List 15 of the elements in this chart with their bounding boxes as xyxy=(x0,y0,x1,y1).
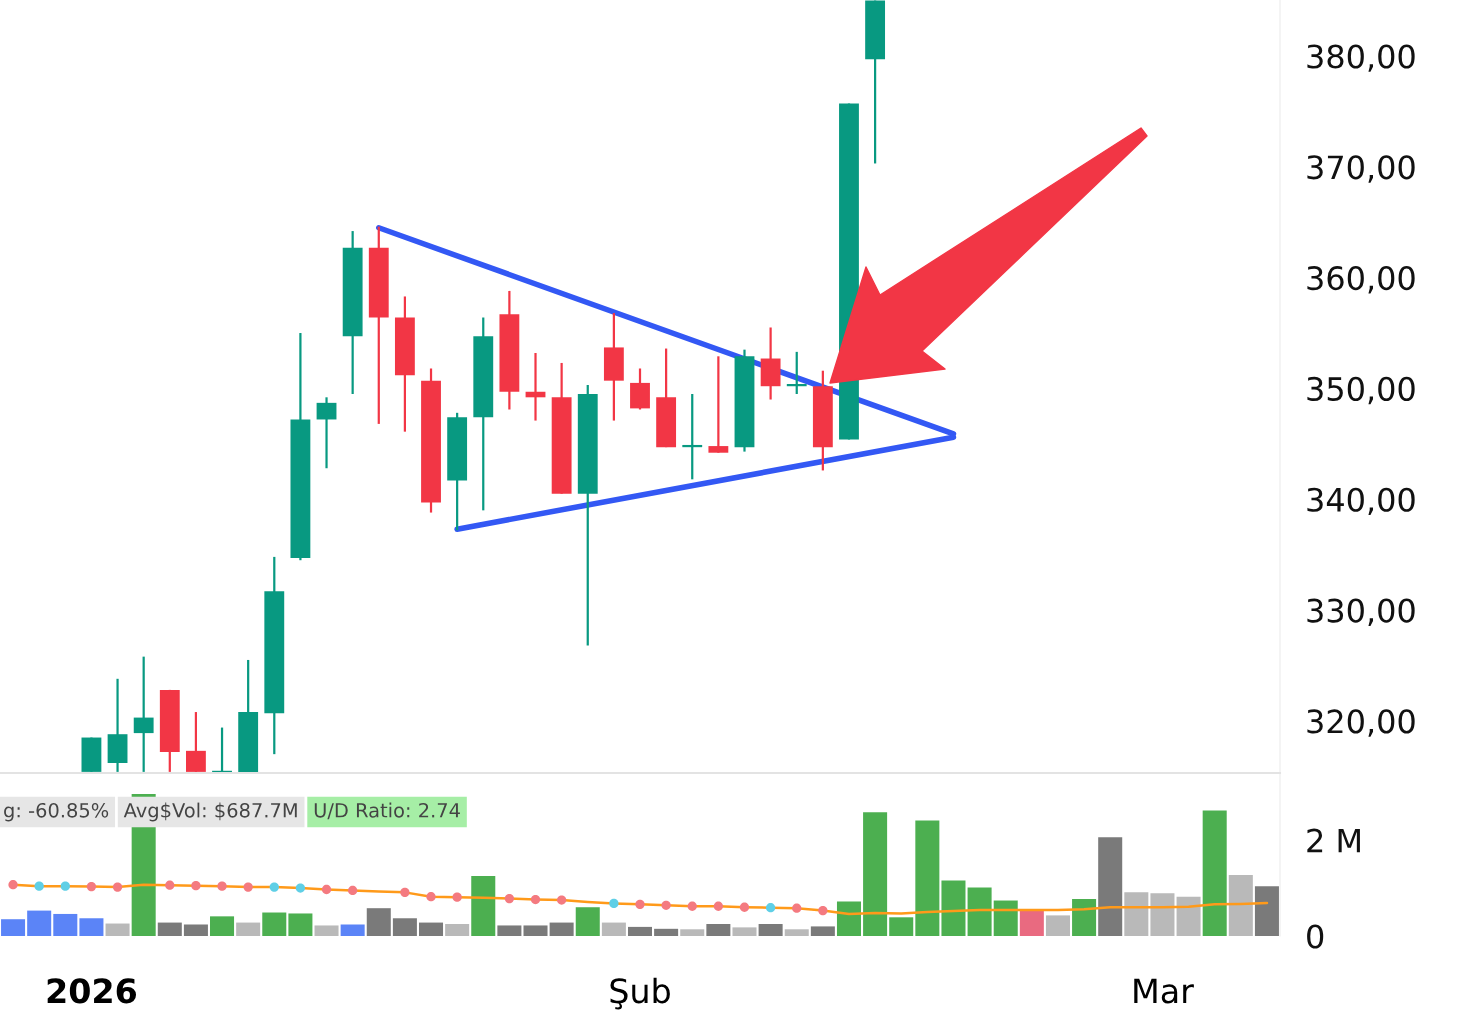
annotation: U/D Ratio: 2.74 xyxy=(314,802,460,820)
x-tick-label: Şub xyxy=(610,977,670,1010)
annotation: Avg$Vol: $687.7M xyxy=(123,802,297,822)
y-tick-label: 330,00 xyxy=(1307,598,1415,626)
x-tick-label: Mar xyxy=(1134,978,1194,1004)
y-tick-label: 340,00 xyxy=(1307,487,1415,516)
annotation: g: -60.85% xyxy=(4,802,109,822)
y-tick-label: 370,00 xyxy=(1307,155,1415,183)
y-tick-label: 380,00 xyxy=(1307,44,1415,72)
y-tick-label: 360,00 xyxy=(1307,266,1415,294)
y-tick-label: 350,00 xyxy=(1307,376,1415,405)
y-tick-label: 320,00 xyxy=(1307,709,1415,737)
x-tick-label: 2026 xyxy=(47,978,137,1004)
y-tick-label: 2 M xyxy=(1307,828,1360,853)
y-tick-label: 0 xyxy=(1307,924,1324,949)
